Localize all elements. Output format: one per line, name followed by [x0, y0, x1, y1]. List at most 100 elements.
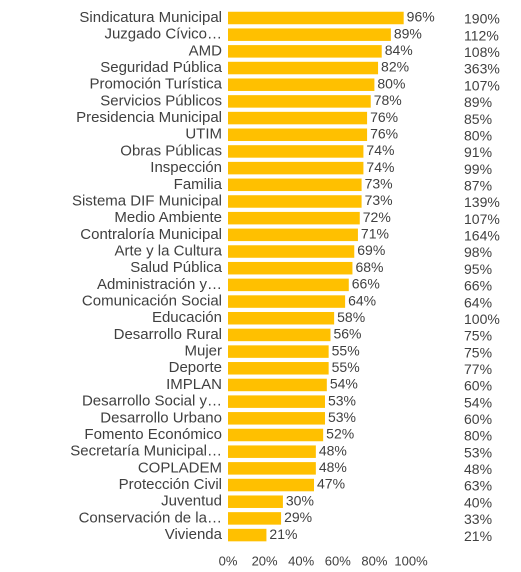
bar: [228, 28, 391, 41]
extra-label: 33%: [464, 511, 492, 527]
category-label: Salud Pública: [130, 259, 222, 276]
value-label: 69%: [357, 242, 385, 258]
category-label: COPLADEM: [138, 459, 222, 476]
category-label: Presidencia Municipal: [76, 109, 222, 126]
value-label: 74%: [366, 142, 394, 158]
value-label: 73%: [365, 176, 393, 192]
bar: [228, 428, 324, 442]
extra-label: 107%: [464, 77, 500, 93]
value-label: 89%: [394, 25, 422, 41]
bar: [228, 311, 335, 325]
value-label: 56%: [333, 326, 361, 342]
extra-label: 64%: [464, 294, 492, 310]
value-label: 71%: [361, 226, 389, 242]
bar: [228, 95, 371, 108]
extra-label: 85%: [464, 111, 492, 127]
category-label: Juventud: [161, 493, 222, 510]
bar: [228, 528, 267, 542]
category-label: Servicios Públicos: [100, 92, 222, 109]
category-label: UTIM: [185, 126, 222, 143]
bar: [228, 412, 325, 425]
category-label: Protección Civil: [119, 476, 222, 493]
extra-label: 363%: [464, 61, 500, 77]
category-label: Contraloría Municipal: [80, 226, 222, 243]
extra-label: 164%: [464, 228, 500, 244]
extra-label: 80%: [464, 428, 492, 444]
bar: [228, 278, 349, 292]
category-label: Vivienda: [165, 526, 223, 543]
x-tick-label: 80%: [361, 553, 387, 568]
bar: [228, 178, 362, 192]
bar: [228, 462, 316, 475]
bar: [228, 128, 368, 142]
extra-label: 107%: [464, 211, 500, 227]
bar: [228, 145, 364, 158]
bar: [228, 195, 362, 208]
extra-label: 54%: [464, 394, 492, 410]
bar: [228, 161, 364, 175]
value-label: 80%: [377, 75, 405, 91]
extra-label: 112%: [464, 27, 499, 43]
extra-label: 60%: [464, 411, 492, 427]
extra-label: 75%: [464, 328, 492, 344]
bar: [228, 261, 353, 275]
extra-label: 100%: [464, 311, 500, 327]
extra-label: 75%: [464, 344, 492, 360]
value-label: 47%: [317, 476, 345, 492]
bar: [228, 495, 283, 508]
category-label: Obras Públicas: [120, 142, 222, 159]
bar: [228, 445, 316, 458]
value-label: 55%: [332, 342, 360, 358]
category-label: Mujer: [184, 343, 222, 360]
category-label: Administración y…: [97, 276, 222, 293]
value-label: 73%: [365, 192, 393, 208]
category-label: AMD: [189, 42, 223, 59]
value-label: 66%: [352, 276, 380, 292]
bar: [228, 328, 331, 342]
extra-label: 60%: [464, 378, 492, 394]
x-tick-label: 60%: [325, 553, 351, 568]
bar: [228, 512, 282, 525]
extra-label: 40%: [464, 494, 492, 510]
category-label: Comunicación Social: [82, 293, 222, 310]
category-label: Deporte: [169, 359, 222, 376]
value-label: 84%: [385, 42, 413, 58]
extra-label: 21%: [464, 528, 492, 544]
bar: [228, 11, 404, 25]
extra-label: 190%: [464, 11, 500, 27]
bar: [228, 228, 358, 242]
extra-label: 139%: [464, 194, 500, 210]
category-label: Promoción Turística: [89, 76, 222, 93]
value-label: 52%: [326, 426, 354, 442]
category-label: Inspección: [150, 159, 222, 176]
value-label: 53%: [328, 409, 356, 425]
category-label: IMPLAN: [166, 376, 222, 393]
bar: [228, 362, 329, 375]
bar: [228, 245, 355, 258]
value-label: 78%: [374, 92, 402, 108]
value-label: 82%: [381, 59, 409, 75]
bar: [228, 111, 368, 125]
category-label: Desarrollo Urbano: [100, 409, 222, 426]
value-label: 74%: [366, 159, 394, 175]
value-label: 21%: [269, 526, 297, 542]
extra-label: 89%: [464, 94, 492, 110]
category-label: Conservación de la…: [79, 509, 222, 526]
extra-label: 98%: [464, 244, 492, 260]
x-tick-label: 0%: [219, 553, 238, 568]
extra-label: 95%: [464, 261, 492, 277]
value-label: 76%: [370, 125, 398, 141]
extra-label: 53%: [464, 444, 492, 460]
extra-label: 48%: [464, 461, 492, 477]
bar: [228, 211, 360, 225]
extra-label: 87%: [464, 178, 492, 194]
value-label: 68%: [355, 259, 383, 275]
bar: [228, 295, 346, 308]
value-label: 72%: [363, 209, 391, 225]
category-label: Seguridad Pública: [100, 59, 222, 76]
category-label: Fomento Económico: [84, 426, 222, 443]
category-label: Sistema DIF Municipal: [72, 192, 222, 209]
x-tick-label: 100%: [394, 553, 428, 568]
bar: [228, 378, 327, 392]
extra-label: 63%: [464, 478, 492, 494]
